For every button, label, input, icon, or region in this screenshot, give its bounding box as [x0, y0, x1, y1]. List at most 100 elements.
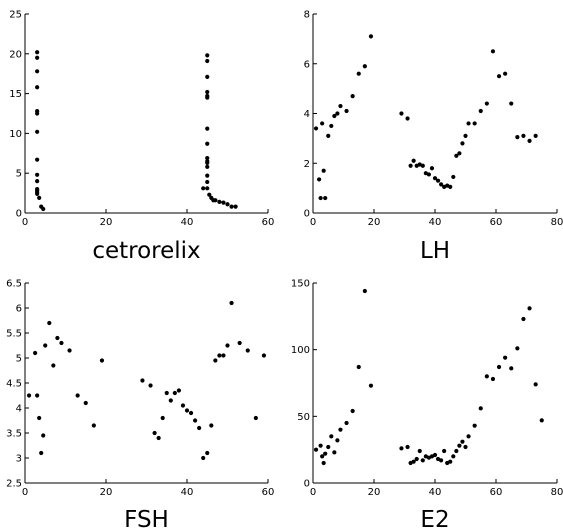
- data-point: [317, 177, 322, 182]
- data-point: [496, 364, 502, 370]
- data-point: [454, 153, 459, 158]
- data-point: [83, 400, 88, 406]
- data-point: [463, 444, 468, 450]
- y-tick-label: 8: [304, 10, 310, 21]
- data-point: [99, 358, 105, 363]
- data-point: [205, 186, 210, 191]
- data-point: [332, 113, 337, 119]
- data-point: [414, 456, 419, 462]
- data-point: [156, 435, 161, 441]
- data-point: [432, 452, 438, 458]
- data-point: [417, 448, 422, 454]
- data-point: [148, 383, 153, 388]
- data-point: [329, 123, 334, 129]
- data-point: [432, 176, 438, 181]
- x-tick-label: 40: [181, 487, 194, 498]
- data-point: [429, 166, 435, 171]
- x-tick-label: 20: [368, 217, 381, 228]
- y-tick-label: 6: [16, 304, 22, 315]
- data-point: [320, 454, 325, 459]
- y-tick-label: 25: [9, 10, 22, 21]
- data-point: [193, 418, 198, 423]
- data-point: [439, 458, 444, 463]
- data-point: [221, 353, 226, 358]
- y-tick-label: 5.5: [6, 329, 22, 340]
- data-point: [41, 433, 46, 438]
- data-point: [217, 199, 222, 204]
- data-point: [205, 89, 210, 95]
- data-point: [420, 458, 425, 463]
- x-tick-label: 60: [262, 217, 275, 228]
- data-point: [332, 450, 337, 455]
- x-tick-label: 60: [490, 487, 503, 498]
- data-point: [515, 346, 520, 351]
- data-point: [448, 184, 453, 189]
- data-point: [237, 340, 242, 346]
- data-point: [362, 288, 367, 294]
- data-point: [205, 141, 210, 146]
- panel-title: cetrorelix: [92, 238, 200, 264]
- data-point: [37, 195, 42, 200]
- data-point: [460, 141, 465, 146]
- data-point: [59, 340, 64, 346]
- data-point: [435, 178, 441, 183]
- x-tick-label: 0: [22, 487, 28, 498]
- data-point: [217, 353, 222, 358]
- y-tick-label: 6: [304, 59, 310, 70]
- x-tick-label: 0: [22, 217, 28, 228]
- data-point: [67, 348, 72, 353]
- data-point: [164, 390, 169, 396]
- data-point: [451, 454, 456, 459]
- data-point: [478, 406, 483, 411]
- x-tick-label: 80: [551, 217, 563, 228]
- data-point: [472, 121, 477, 126]
- y-tick-label: 3: [16, 454, 22, 465]
- data-point: [197, 425, 202, 431]
- data-point: [350, 408, 355, 414]
- data-point: [205, 450, 210, 456]
- data-point: [533, 133, 538, 138]
- data-point: [313, 447, 319, 452]
- x-tick-label: 60: [490, 217, 503, 228]
- data-point: [323, 195, 328, 201]
- y-tick-label: 2: [304, 159, 310, 170]
- y-tick-label: 2.5: [6, 479, 22, 490]
- data-point: [140, 378, 145, 383]
- data-point: [509, 101, 514, 106]
- data-point: [205, 164, 210, 169]
- y-tick-label: 6.5: [6, 279, 22, 290]
- data-point: [35, 50, 40, 55]
- data-point: [484, 374, 489, 379]
- data-point: [368, 383, 374, 388]
- data-point: [463, 133, 468, 138]
- data-point: [420, 163, 425, 168]
- data-point: [335, 438, 340, 443]
- data-point: [533, 382, 538, 387]
- data-point: [180, 403, 186, 408]
- data-point: [478, 108, 483, 114]
- data-point: [35, 393, 40, 398]
- data-point: [205, 155, 210, 161]
- data-point: [503, 71, 508, 76]
- data-point: [176, 388, 181, 393]
- x-tick-label: 40: [429, 487, 442, 498]
- data-point: [362, 64, 367, 69]
- data-point: [35, 179, 40, 184]
- data-point: [160, 415, 165, 421]
- y-tick-label: 10: [9, 129, 22, 140]
- data-point: [184, 408, 190, 413]
- data-point: [344, 108, 349, 114]
- data-point: [33, 350, 38, 356]
- data-point: [338, 427, 343, 432]
- data-point: [411, 158, 416, 163]
- data-point: [205, 53, 210, 58]
- data-point: [35, 111, 40, 116]
- data-point: [229, 300, 234, 306]
- data-point: [26, 393, 32, 398]
- x-tick-label: 0: [310, 487, 316, 498]
- data-point: [318, 443, 323, 448]
- data-point: [356, 71, 361, 76]
- data-point: [335, 111, 340, 116]
- data-point: [326, 444, 331, 450]
